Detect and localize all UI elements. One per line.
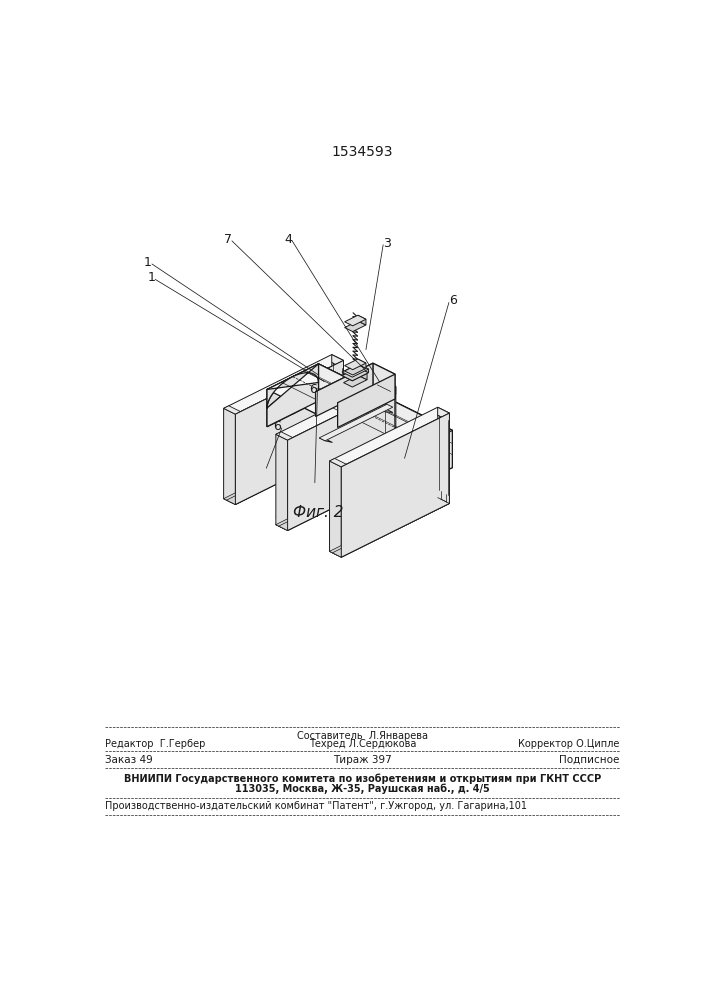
Text: 6: 6 [449,294,457,307]
Polygon shape [329,498,450,557]
Polygon shape [358,364,368,373]
Polygon shape [438,407,450,421]
Polygon shape [267,364,319,427]
Polygon shape [315,363,373,417]
Polygon shape [344,359,366,370]
Polygon shape [223,445,344,505]
Polygon shape [342,368,368,381]
Polygon shape [315,363,395,403]
Polygon shape [358,369,367,380]
Polygon shape [395,394,396,469]
Text: 6: 6 [309,383,317,396]
Polygon shape [332,437,344,451]
Polygon shape [332,363,333,438]
Text: 113035, Москва, Ж-35, Раушская наб., д. 4/5: 113035, Москва, Ж-35, Раушская наб., д. … [235,784,490,794]
Polygon shape [320,404,393,441]
Polygon shape [373,363,395,399]
Polygon shape [358,359,366,368]
Polygon shape [235,360,344,505]
Polygon shape [223,355,344,414]
Polygon shape [332,355,344,368]
Polygon shape [401,430,452,493]
Text: Фиг. 2: Фиг. 2 [293,505,344,520]
Polygon shape [384,463,396,477]
Polygon shape [276,471,396,530]
Text: Составитель  Л.Январева: Составитель Л.Январева [297,731,428,741]
Text: 1534593: 1534593 [332,145,393,159]
Polygon shape [223,406,240,414]
Polygon shape [288,469,396,530]
Polygon shape [276,432,293,440]
Polygon shape [319,364,452,468]
Polygon shape [223,437,344,497]
Text: Подписное: Подписное [559,755,620,765]
Polygon shape [329,407,450,467]
Polygon shape [267,364,319,427]
Polygon shape [319,364,452,468]
Polygon shape [223,408,235,505]
Text: 7: 7 [224,233,232,246]
Polygon shape [279,472,396,530]
Polygon shape [378,409,393,412]
Polygon shape [276,434,288,530]
Text: Техред Л.Сердюкова: Техред Л.Сердюкова [309,739,416,749]
Text: Заказ 49: Заказ 49 [105,755,153,765]
Polygon shape [235,360,344,422]
Polygon shape [276,463,396,523]
Polygon shape [267,364,452,456]
Text: Корректор О.Ципле: Корректор О.Ципле [518,739,620,749]
Polygon shape [448,420,450,495]
Polygon shape [341,413,450,557]
Polygon shape [320,438,332,442]
Polygon shape [384,389,385,464]
Polygon shape [341,413,450,475]
Text: ВНИИПИ Государственного комитета по изобретениям и открытиям при ГКНТ СССР: ВНИИПИ Государственного комитета по изоб… [124,774,601,784]
Polygon shape [341,495,450,557]
Polygon shape [344,315,366,326]
Text: 1: 1 [148,271,156,284]
Polygon shape [288,386,396,530]
Text: 1: 1 [144,256,151,269]
Polygon shape [267,364,319,427]
Polygon shape [235,443,344,505]
Text: Производственно-издательский комбинат "Патент", г.Ужгород, ул. Гагарина,101: Производственно-издательский комбинат "П… [105,801,527,811]
Polygon shape [329,458,346,467]
Polygon shape [332,499,450,557]
Text: 4: 4 [284,233,292,246]
Text: Редактор  Г.Гербер: Редактор Г.Гербер [105,739,205,749]
Polygon shape [338,374,395,427]
Polygon shape [344,375,367,387]
Polygon shape [267,364,452,456]
Polygon shape [329,498,447,556]
Polygon shape [344,369,367,381]
Polygon shape [358,315,366,325]
Polygon shape [226,446,344,505]
Polygon shape [342,364,368,377]
Text: 3: 3 [383,237,391,250]
Polygon shape [329,461,341,557]
Polygon shape [288,386,396,448]
Polygon shape [344,364,366,375]
Polygon shape [384,381,396,394]
Polygon shape [342,368,344,443]
Polygon shape [438,415,439,490]
Text: Тираж 397: Тираж 397 [333,755,392,765]
Polygon shape [276,381,396,440]
Text: 6: 6 [274,420,281,433]
Polygon shape [223,445,341,503]
Polygon shape [344,321,366,332]
Polygon shape [401,430,452,493]
Polygon shape [438,490,450,503]
Polygon shape [276,471,393,529]
Polygon shape [329,490,450,549]
